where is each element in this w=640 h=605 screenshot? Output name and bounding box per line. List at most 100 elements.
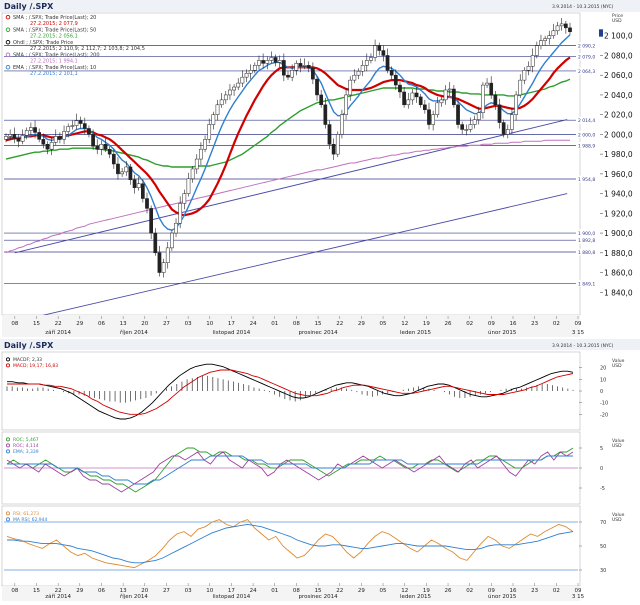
- indicator-line-2: [7, 455, 573, 485]
- x-month-label: listopad 2014: [213, 330, 251, 336]
- top-title-bar: [0, 0, 640, 12]
- indicator-line-1: [7, 523, 574, 564]
- candle-body: [364, 60, 369, 66]
- candle-body: [356, 71, 361, 76]
- x-month-label: únor 2015: [488, 329, 517, 336]
- bottom-x-axis: 08 15 22 29 06 13 20 27 03 10 17 24 01 08 15 22 29 05 12 19…: [11, 583, 585, 600]
- candle-body: [45, 144, 50, 150]
- x-day-label: 12: [401, 321, 408, 327]
- candle-body: [199, 148, 203, 160]
- x-day-label: 10: [206, 588, 213, 594]
- candle-body: [182, 193, 187, 204]
- legend-marker: [6, 511, 11, 516]
- candle-body: [261, 60, 265, 64]
- x-day-label: 03: [185, 588, 192, 594]
- candle-body: [74, 120, 79, 126]
- candle-body: [564, 23, 568, 29]
- candle-body: [203, 139, 207, 150]
- horizontal-levels: 2 090,2 2 079,0 2 064,3 2 014,4 2 000,0 1 988…: [4, 41, 600, 287]
- candle-body: [348, 79, 353, 96]
- candle-body: [120, 171, 124, 175]
- level-tag-bg: [576, 141, 600, 149]
- candle-body: [311, 68, 315, 80]
- candle-body: [290, 70, 294, 78]
- level-label: 1 880,8: [578, 250, 595, 256]
- candle-body: [95, 145, 100, 150]
- price-mark: [599, 32, 603, 37]
- candle-body: [12, 134, 17, 139]
- x-day-label: 08: [11, 321, 18, 327]
- legend-marker: [6, 517, 11, 522]
- legend-entry: ROC; 5,467: [13, 437, 39, 443]
- candle-body: [228, 89, 232, 96]
- x-day-label: 16: [510, 588, 517, 594]
- x-day-label: 15: [33, 588, 40, 594]
- candle-body: [489, 82, 494, 96]
- x-day-label: 01: [271, 321, 278, 327]
- candle-body: [360, 65, 365, 72]
- level-tag-bg: [576, 236, 600, 244]
- candle-body: [476, 112, 481, 120]
- legend-marker: [5, 27, 11, 32]
- candle-body: [37, 132, 42, 140]
- y-tick-label: 1 840,0: [604, 288, 633, 297]
- x-month-label: říjen 2014: [120, 329, 148, 336]
- candle-body: [186, 178, 191, 194]
- level-label: 1 849,1: [578, 281, 595, 287]
- legend-marker: [5, 64, 11, 70]
- y-tick-label: 1 920,0: [604, 209, 633, 218]
- candle-body: [331, 144, 336, 155]
- x-day-label: 15: [33, 321, 40, 327]
- x-day-label: 26: [445, 321, 452, 327]
- x-month-label: leden 2015: [400, 330, 432, 336]
- candle-body: [485, 82, 489, 86]
- candle-body: [91, 134, 95, 147]
- bottom-x-axis-band: [2, 586, 580, 601]
- value-caption: Value: [612, 512, 625, 518]
- candle-body: [232, 86, 236, 91]
- level-label: 2 090,2: [578, 43, 595, 49]
- x-day-label: 24: [250, 321, 257, 327]
- legend-marker: [6, 443, 11, 448]
- x-day-label: 03: [185, 321, 192, 327]
- candle-body: [439, 99, 444, 104]
- candle-body: [518, 79, 523, 96]
- candle-body: [373, 45, 377, 58]
- candle-body: [277, 60, 282, 63]
- legend-entry: MACDF; 2,33: [13, 357, 42, 363]
- candle-body: [377, 45, 382, 51]
- x-day-label: 15: [315, 321, 322, 327]
- legend-value: 27.2.2015; 2 101,1: [30, 71, 78, 77]
- y-tick-label: 5: [600, 446, 603, 452]
- candle-body: [447, 88, 452, 91]
- legend-marker: [5, 39, 11, 45]
- candle-body: [319, 94, 324, 106]
- x-day-label: 26: [445, 588, 452, 594]
- y-tick-label: 30: [600, 568, 606, 574]
- x-day-label: 19: [423, 588, 430, 594]
- candle-body: [273, 57, 278, 63]
- candle-body: [315, 78, 319, 96]
- legend-marker: [6, 357, 11, 362]
- x-day-label: 24: [250, 588, 257, 594]
- x-day-label: 16: [510, 321, 517, 327]
- level-tag-bg: [576, 279, 600, 287]
- indicator-line-0: [6, 447, 574, 493]
- candle-body: [294, 63, 299, 71]
- level-tag-bg: [576, 175, 600, 183]
- candle-body: [410, 92, 415, 101]
- x-day-label: 13: [120, 588, 127, 594]
- y-tick-label: 1 860,0: [604, 269, 633, 278]
- price-unit: USD: [612, 18, 622, 24]
- legend-marker: [6, 363, 11, 368]
- candle-body: [539, 40, 543, 46]
- y-tick-label: 2 080,0: [604, 51, 633, 60]
- legend-value: 27.2.2015; 1 994,1: [30, 59, 78, 65]
- candle-body: [302, 65, 307, 67]
- legend-entry: SMA ; /.SPX; Trade Price(Last); 20: [13, 15, 96, 21]
- candle-body: [406, 99, 411, 106]
- value-unit: USD: [612, 443, 622, 449]
- x-day-label: 23: [531, 321, 538, 327]
- x-day-label: 15: [315, 588, 322, 594]
